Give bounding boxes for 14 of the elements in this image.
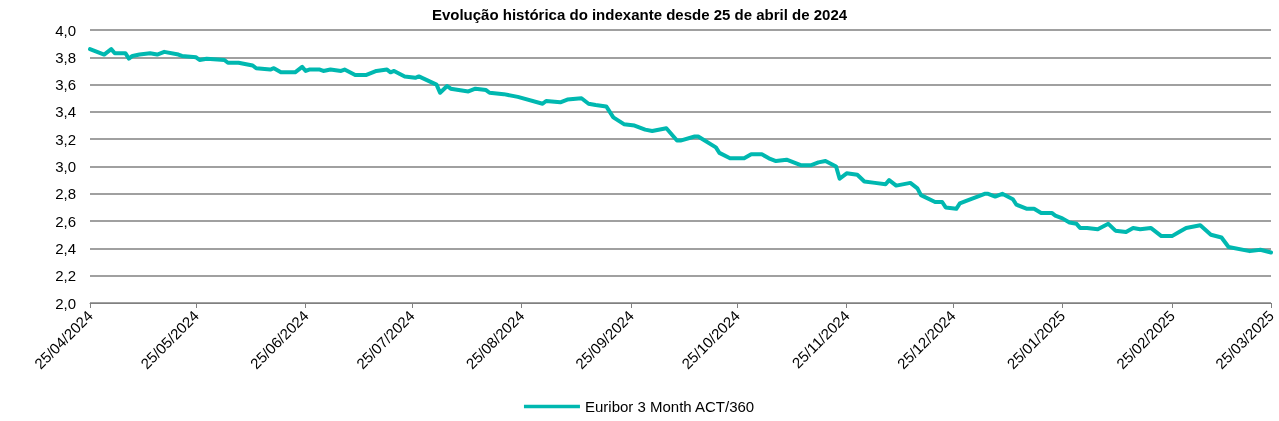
y-tick-label: 2,2 (55, 267, 76, 285)
line-series (88, 47, 1273, 255)
y-tick-label: 2,0 (55, 294, 76, 312)
y-tick-label: 2,8 (55, 185, 76, 203)
y-tick-label: 2,6 (55, 212, 76, 230)
chart-title: Evolução histórica do indexante desde 25 de abril de 2024 (431, 6, 848, 23)
y-tick-label: 3,6 (55, 76, 76, 94)
y-tick-label: 3,4 (55, 103, 76, 121)
y-tick-label: 3,2 (55, 130, 76, 148)
y-tick-label: 4,0 (55, 21, 76, 39)
y-tick-label: 2,4 (55, 239, 76, 257)
legend-label: Euribor 3 Month ACT/360 (584, 398, 755, 415)
y-tick-label: 3,8 (55, 48, 76, 66)
y-tick-label: 3,0 (55, 158, 76, 175)
